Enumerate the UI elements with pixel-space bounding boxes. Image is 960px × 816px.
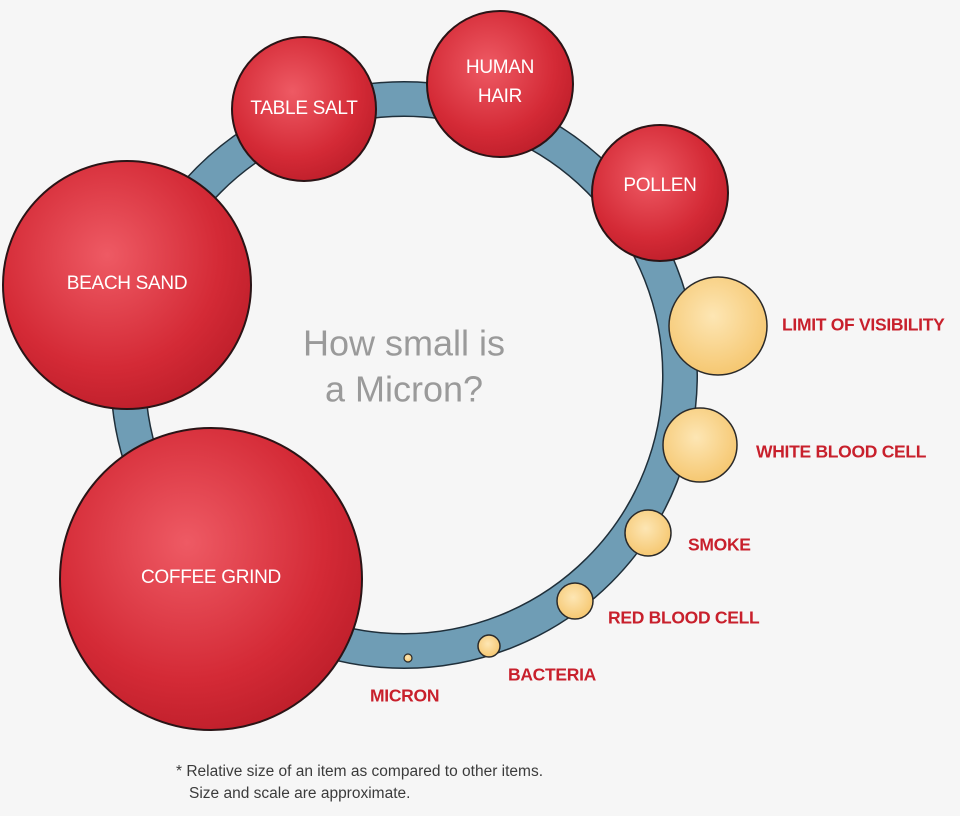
footnote-line-2: Size and scale are approximate. bbox=[189, 785, 410, 802]
item-coffee-grind: COFFEE GRIND bbox=[59, 427, 363, 731]
white-blood-cell-label: WHITE BLOOD CELL bbox=[756, 442, 927, 462]
table-salt-label: TABLE SALT bbox=[250, 98, 358, 119]
red-blood-cell-label: RED BLOOD CELL bbox=[608, 608, 760, 628]
coffee-grind-label: COFFEE GRIND bbox=[141, 567, 281, 588]
pollen-label: POLLEN bbox=[623, 175, 696, 196]
large-items: TABLE SALT HUMAN HAIR POLLEN BEACH SAND … bbox=[2, 10, 729, 731]
table-salt-circle bbox=[231, 36, 377, 182]
item-white-blood-cell: WHITE BLOOD CELL bbox=[662, 407, 927, 483]
bacteria-label: BACTERIA bbox=[508, 665, 597, 685]
footnote-line-1: * Relative size of an item as compared t… bbox=[176, 763, 543, 780]
item-bacteria: BACTERIA bbox=[477, 634, 597, 685]
bacteria-circle bbox=[477, 634, 501, 658]
human-hair-circle bbox=[426, 10, 574, 158]
human-hair-label-line-2: HAIR bbox=[478, 86, 522, 107]
item-table-salt: TABLE SALT bbox=[231, 36, 377, 182]
item-micron: MICRON bbox=[370, 653, 439, 706]
smoke-circle bbox=[624, 509, 672, 557]
footnote: * Relative size of an item as compared t… bbox=[176, 763, 543, 802]
limit-of-visibility-circle bbox=[668, 276, 768, 376]
item-red-blood-cell: RED BLOOD CELL bbox=[556, 582, 760, 628]
center-title-line-2: a Micron? bbox=[325, 369, 483, 410]
center-title-line-1: How small is bbox=[303, 323, 505, 364]
item-limit-of-visibility: LIMIT OF VISIBILITY bbox=[668, 276, 945, 376]
beach-sand-label: BEACH SAND bbox=[67, 273, 188, 294]
coffee-grind-circle bbox=[59, 427, 363, 731]
item-pollen: POLLEN bbox=[591, 124, 729, 262]
white-blood-cell-circle bbox=[662, 407, 738, 483]
item-human-hair: HUMAN HAIR bbox=[426, 10, 574, 158]
center-title: How small is a Micron? bbox=[303, 323, 505, 410]
red-blood-cell-circle bbox=[556, 582, 594, 620]
small-items: LIMIT OF VISIBILITY WHITE BLOOD CELL SMO… bbox=[370, 276, 945, 706]
human-hair-label-line-1: HUMAN bbox=[466, 57, 534, 78]
micron-circle bbox=[403, 653, 413, 663]
item-beach-sand: BEACH SAND bbox=[2, 160, 252, 410]
micron-label: MICRON bbox=[370, 686, 439, 706]
beach-sand-circle bbox=[2, 160, 252, 410]
item-smoke: SMOKE bbox=[624, 509, 751, 557]
smoke-label: SMOKE bbox=[688, 535, 751, 555]
limit-of-visibility-label: LIMIT OF VISIBILITY bbox=[782, 315, 945, 335]
pollen-circle bbox=[591, 124, 729, 262]
